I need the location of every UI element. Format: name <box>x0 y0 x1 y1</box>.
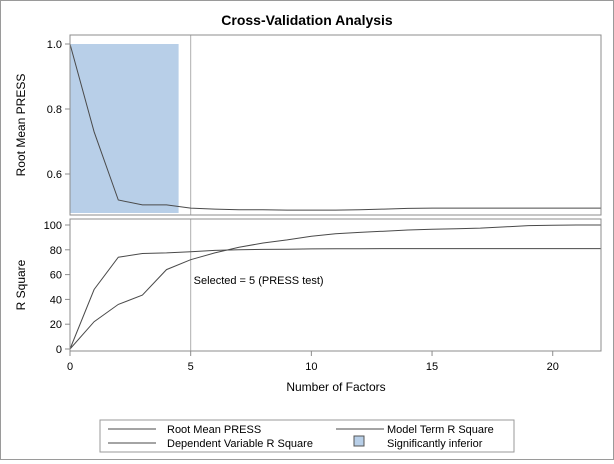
x-tick-label-1: 5 <box>188 361 194 373</box>
press-panel-border <box>69 34 602 216</box>
root-mean-press-line <box>69 43 601 211</box>
legend: Root Mean PRESS Model Term R Square Depe… <box>99 419 515 453</box>
rsquare-y-tick-label-1: 20 <box>50 319 62 331</box>
x-axis: 0 5 10 15 20 <box>67 351 559 373</box>
x-tick-label-4: 20 <box>547 361 559 373</box>
legend-swatch-significantly-inferior <box>353 435 365 447</box>
press-panel: 0.6 0.8 1.0 Root Mean PRESS <box>14 34 602 216</box>
rsquare-y-tick-label-5: 100 <box>44 220 62 232</box>
x-tick-label-2: 10 <box>305 361 317 373</box>
rsquare-y-tick-label-0: 0 <box>56 344 62 356</box>
press-y-axis-label: Root Mean PRESS <box>14 74 28 177</box>
rsquare-y-axis: 0 20 40 60 80 100 <box>44 220 70 356</box>
legend-label-dependent-variable-r-square: Dependent Variable R Square <box>167 438 313 450</box>
chart-title: Cross-Validation Analysis <box>221 12 393 28</box>
legend-border <box>99 419 515 453</box>
selected-annotation: Selected = 5 (PRESS test) <box>194 275 324 287</box>
x-tick-label-3: 15 <box>426 361 438 373</box>
rsquare-panel: 0 20 40 60 80 100 R Square Selected = 5 (PRES… <box>14 218 602 356</box>
inferior-region <box>70 44 179 213</box>
press-y-tick-label-2: 1.0 <box>47 39 62 51</box>
x-axis-label: Number of Factors <box>286 380 385 394</box>
press-y-tick-label-0: 0.6 <box>47 169 62 181</box>
rsquare-y-tick-label-3: 60 <box>50 270 62 282</box>
rsquare-y-tick-label-2: 40 <box>50 294 62 306</box>
press-y-axis: 0.6 0.8 1.0 <box>47 39 70 181</box>
rsquare-y-axis-label: R Square <box>14 259 28 310</box>
rsquare-panel-border <box>69 218 602 352</box>
dependent-variable-r-square-line <box>69 224 601 350</box>
legend-label-root-mean-press: Root Mean PRESS <box>167 424 261 436</box>
x-tick-label-0: 0 <box>67 361 73 373</box>
model-term-r-square-line <box>69 248 601 350</box>
legend-label-model-term-r-square: Model Term R Square <box>387 424 494 436</box>
rsquare-y-tick-label-4: 80 <box>50 245 62 257</box>
press-y-tick-label-1: 0.8 <box>47 104 62 116</box>
legend-label-significantly-inferior: Significantly inferior <box>387 438 483 450</box>
